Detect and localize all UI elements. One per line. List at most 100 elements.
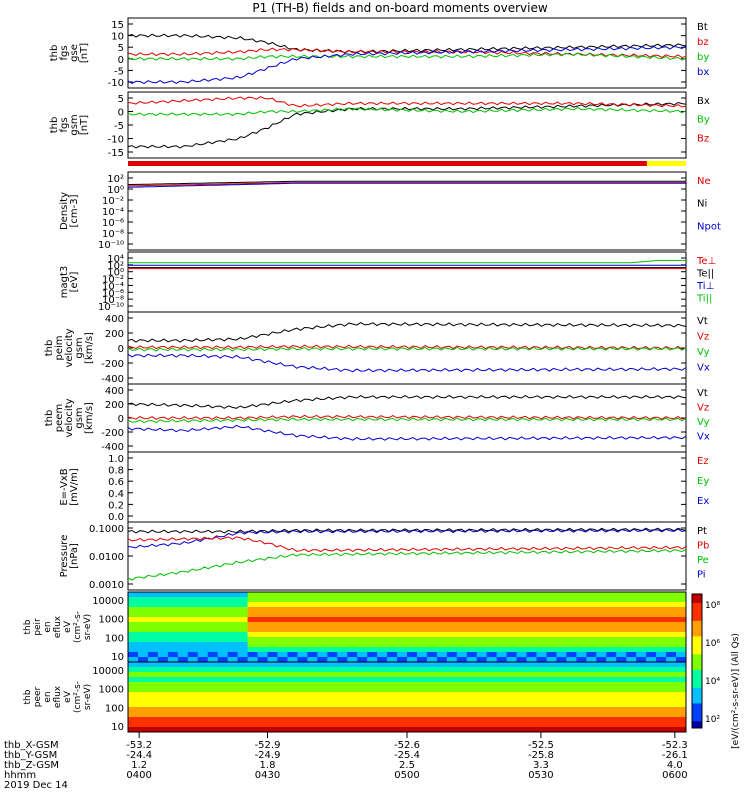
spectrogram-cell — [516, 642, 528, 648]
spectrogram-cell — [128, 632, 139, 638]
spectrogram-cell — [426, 722, 438, 728]
spectrogram-cell — [436, 667, 448, 673]
spectrogram-cell — [387, 602, 398, 608]
spectrogram-cell — [436, 657, 448, 663]
spectrogram-cell — [586, 632, 597, 638]
spectrogram-cell — [297, 727, 308, 733]
series-line-green — [128, 259, 686, 264]
spectrogram-cell — [476, 707, 488, 713]
spectrogram-cell — [357, 687, 368, 693]
spectrogram-cell — [217, 592, 229, 598]
y-tick-label: -5 — [114, 66, 124, 77]
spectrogram-cell — [666, 692, 677, 698]
spectrogram-cell — [566, 662, 577, 668]
spectrogram-cell — [676, 622, 687, 628]
spectrogram-cell — [407, 632, 418, 638]
y-tick-label: 0.6 — [108, 477, 124, 488]
spectrogram-cell — [267, 642, 278, 648]
mode-bar-yellow — [646, 161, 686, 166]
spectrogram-cell — [137, 682, 149, 688]
spectrogram-cell — [536, 657, 547, 663]
spectrogram-cell — [227, 672, 239, 678]
colorbar-tick-label: 10² — [705, 715, 720, 725]
spectrogram-cell — [387, 687, 398, 693]
spectrogram-cell — [636, 672, 647, 678]
legend-entry: Vx — [697, 363, 710, 374]
spectrogram-cell — [676, 712, 687, 718]
spectrogram-cell — [167, 662, 179, 668]
spectrogram-cell — [626, 707, 637, 713]
spectrogram-cell — [666, 707, 677, 713]
series-line-black — [127, 395, 687, 409]
spectrogram-cell — [606, 627, 617, 633]
spectrogram-cell — [217, 672, 229, 678]
legend-entry: bx — [697, 67, 709, 78]
spectrogram-cell — [536, 627, 547, 633]
spectrogram-cell — [596, 592, 607, 598]
spectrogram-cell — [177, 627, 189, 633]
spectrogram-cell — [656, 632, 667, 638]
series-line-blue — [127, 528, 687, 549]
spectrogram-cell — [237, 592, 249, 598]
spectrogram-cell — [147, 717, 159, 723]
y-axis-label-line: fgs — [59, 45, 70, 60]
spectrogram-cell — [367, 692, 378, 698]
spectrogram-cell — [287, 642, 298, 648]
legend-entry: Npot — [697, 221, 721, 232]
spectrogram-cell — [257, 712, 268, 718]
spectrogram-cell — [227, 622, 239, 628]
spectrogram-cell — [317, 662, 328, 668]
spectrogram-cell — [456, 642, 468, 648]
spectrogram-cell — [436, 722, 448, 728]
spectrogram-cell — [616, 637, 627, 643]
spectrogram-cell — [267, 727, 278, 733]
spectrogram-cell — [167, 622, 179, 628]
spectrogram-cell — [257, 662, 268, 668]
spectrogram-cell — [207, 697, 219, 703]
spectrogram-cell — [257, 597, 268, 603]
spectrogram-cell — [496, 627, 508, 633]
spectrogram-cell — [516, 667, 528, 673]
spectrogram-cell — [217, 702, 229, 708]
spectrogram-cell — [128, 717, 139, 723]
spectrogram-cell — [616, 597, 627, 603]
spectrogram-cell — [656, 642, 667, 648]
spectrogram-cell — [556, 687, 567, 693]
spectrogram-cell — [407, 617, 418, 623]
spectrogram-cell — [526, 627, 538, 633]
spectrogram-cell — [526, 662, 538, 668]
series-line-green — [127, 417, 687, 424]
spectrogram-cell — [307, 637, 318, 643]
spectrogram-cell — [317, 622, 328, 628]
spectrogram-cell — [436, 612, 448, 618]
spectrogram-cell — [237, 602, 249, 608]
spectrogram-cell — [128, 687, 139, 693]
spectrogram-cell — [287, 632, 298, 638]
spectrogram-cell — [486, 602, 498, 608]
spectrogram-cell — [546, 607, 557, 613]
spectrogram-cell — [466, 697, 478, 703]
colorbar-cell — [692, 614, 702, 617]
colorbar-cell — [692, 683, 702, 687]
spectrogram-cell — [576, 702, 587, 708]
spectrogram-cell — [636, 702, 647, 708]
spectrogram-cell — [128, 667, 139, 673]
spectrogram-cell — [347, 662, 358, 668]
spectrogram-cell — [596, 722, 607, 728]
spectrogram-cell — [177, 642, 189, 648]
spectrogram-cell — [446, 627, 458, 633]
colorbar-cell — [692, 594, 702, 597]
colorbar-cell — [692, 647, 702, 651]
spectrogram-cell — [506, 607, 518, 613]
spectrogram-cell — [626, 722, 637, 728]
spectrogram-cell — [177, 722, 189, 728]
legend-entry: Ti|| — [696, 294, 712, 305]
spectrogram-cell — [327, 612, 338, 618]
spectrogram-cell — [496, 617, 508, 623]
spectrogram-cell — [636, 667, 647, 673]
spectrogram-cell — [596, 667, 607, 673]
spectrogram-cell — [426, 692, 438, 698]
spectrogram-cell — [486, 672, 498, 678]
spectrogram-cell — [257, 632, 268, 638]
spectrogram-cell — [676, 662, 687, 668]
